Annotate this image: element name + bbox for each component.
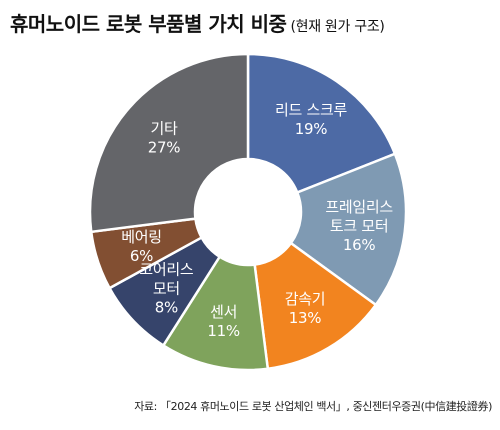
slice-value-sensor: 11% [207,322,239,340]
slice-motor [289,152,408,307]
slice-label-reducer: 감속기 13% [285,290,326,327]
chart-subtitle: (현재 원가 구조) [290,19,385,35]
slice-reducer [253,241,378,371]
slice-value-bearing: 6% [130,247,153,265]
slice-category-motor: 프레임리스 [325,198,393,216]
donut-slices [88,52,408,372]
slice-label-coreless: 코어리스 모터 8% [139,261,194,317]
slice-value-other: 27% [148,138,180,156]
slice-other [88,52,250,234]
slice-label-bearing: 베어링 6% [121,228,162,265]
slice-value-screw: 19% [295,120,327,138]
donut-labels: 리드 스크루 19% 프레임리스 토크 모터 16% 감속기 13% 센서 11% 코어리스 모터 8… [121,101,393,340]
slice-label-motor: 프레임리스 토크 모터 16% [325,198,393,254]
slice-category-other: 기타 [150,119,178,137]
slice-screw [246,52,397,195]
slice-label-screw: 리드 스크루 19% [275,101,347,138]
slice-category-coreless: 모터 [153,280,180,298]
slice-category-sensor: 센서 [210,303,237,321]
slice-label-sensor: 센서 11% [207,303,239,340]
slice-category-motor: 토크 모터 [330,217,388,235]
slice-value-coreless: 8% [155,299,178,317]
slice-category-bearing: 베어링 [121,228,162,246]
slice-value-reducer: 13% [289,309,321,327]
chart-title-row: 휴머노이드 로봇 부품별 가치 비중 (현재 원가 구조) [10,8,385,37]
slice-category-screw: 리드 스크루 [275,101,347,119]
slice-value-motor: 16% [343,236,375,254]
slice-label-other: 기타 27% [148,119,180,156]
chart-title: 휴머노이드 로봇 부품별 가치 비중 [10,12,287,36]
slice-category-coreless: 코어리스 [139,261,194,279]
slice-category-reducer: 감속기 [285,290,326,308]
source-note: 자료: 「2024 휴머노이드 로봇 산업체인 백서」, 중신젠터우증권(中信建… [134,400,492,413]
